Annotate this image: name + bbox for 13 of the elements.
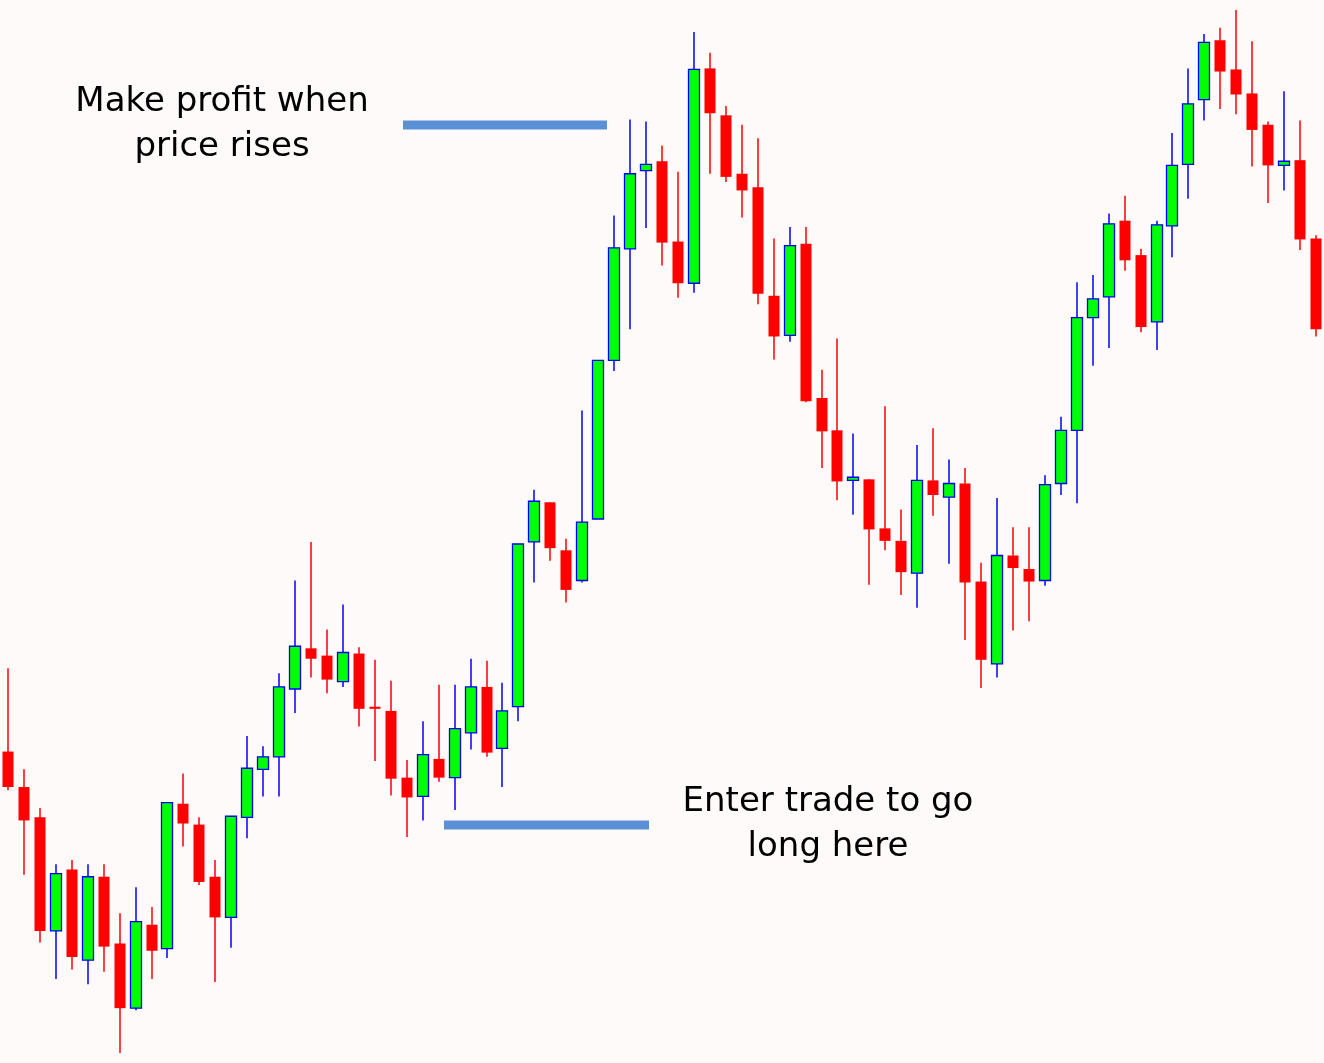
annotation: Enter trade to go long here <box>682 779 974 865</box>
candlestick <box>369 659 381 762</box>
annotation: Make profit when price rises <box>75 79 369 165</box>
candlestick <box>1007 526 1019 632</box>
candlestick <box>879 405 891 552</box>
candlestick <box>177 772 189 848</box>
candlestick <box>1023 526 1035 622</box>
candlestick <box>736 123 748 219</box>
candlestick <box>401 759 413 838</box>
candlestick <box>321 628 333 694</box>
candlestick <box>433 684 445 783</box>
candlestick <box>305 541 317 679</box>
candlestick <box>927 427 939 517</box>
